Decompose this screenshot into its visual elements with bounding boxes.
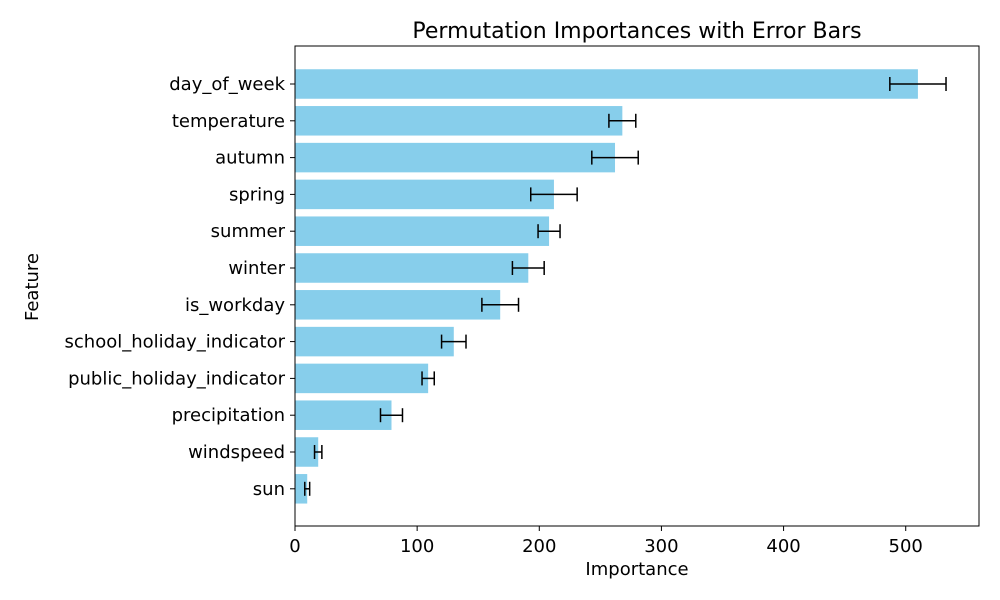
y-tick-label: is_workday [185, 295, 285, 316]
x-ticks-group: 0 100 200 300 400 500 [289, 526, 923, 557]
x-tick-label: 100 [400, 536, 434, 557]
y-tick-label: windspeed [188, 442, 285, 463]
bar-windspeed [295, 437, 319, 467]
x-tick-label: 400 [766, 536, 800, 557]
x-tick-label: 300 [644, 536, 678, 557]
y-tick-label: autumn [215, 148, 285, 169]
y-tick-label: spring [229, 184, 285, 205]
bar-day_of_week [295, 69, 918, 99]
x-axis-label: Importance [585, 559, 688, 580]
bar-sun [295, 474, 308, 504]
y-tick-label: sun [253, 479, 285, 500]
chart-title: Permutation Importances with Error Bars [412, 19, 861, 44]
y-tick-label: temperature [172, 111, 285, 132]
y-axis-label: Feature [22, 253, 43, 321]
bars-group [295, 69, 918, 504]
bar-temperature [295, 106, 623, 136]
x-tick-label: 200 [522, 536, 556, 557]
x-tick-label: 500 [889, 536, 923, 557]
bar-public_holiday_indicator [295, 363, 429, 394]
bar-summer [295, 216, 550, 246]
x-tick-label: 0 [289, 536, 300, 557]
y-tick-label: school_holiday_indicator [65, 332, 286, 353]
y-tick-label: winter [228, 258, 285, 279]
y-ticks-group: day_of_week temperature autumn spring summer… [65, 74, 295, 500]
bar-winter [295, 253, 529, 283]
bar-school_holiday_indicator [295, 326, 454, 357]
bar-spring [295, 179, 554, 210]
plot-frame [294, 45, 980, 527]
y-tick-label: summer [211, 221, 286, 242]
bar-is_workday [295, 290, 501, 320]
y-tick-label: day_of_week [169, 74, 285, 95]
y-tick-label: public_holiday_indicator [68, 368, 286, 389]
error-bars-group [304, 77, 947, 496]
bar-precipitation [295, 400, 392, 430]
bar-autumn [295, 142, 616, 173]
y-tick-label: precipitation [172, 405, 285, 426]
